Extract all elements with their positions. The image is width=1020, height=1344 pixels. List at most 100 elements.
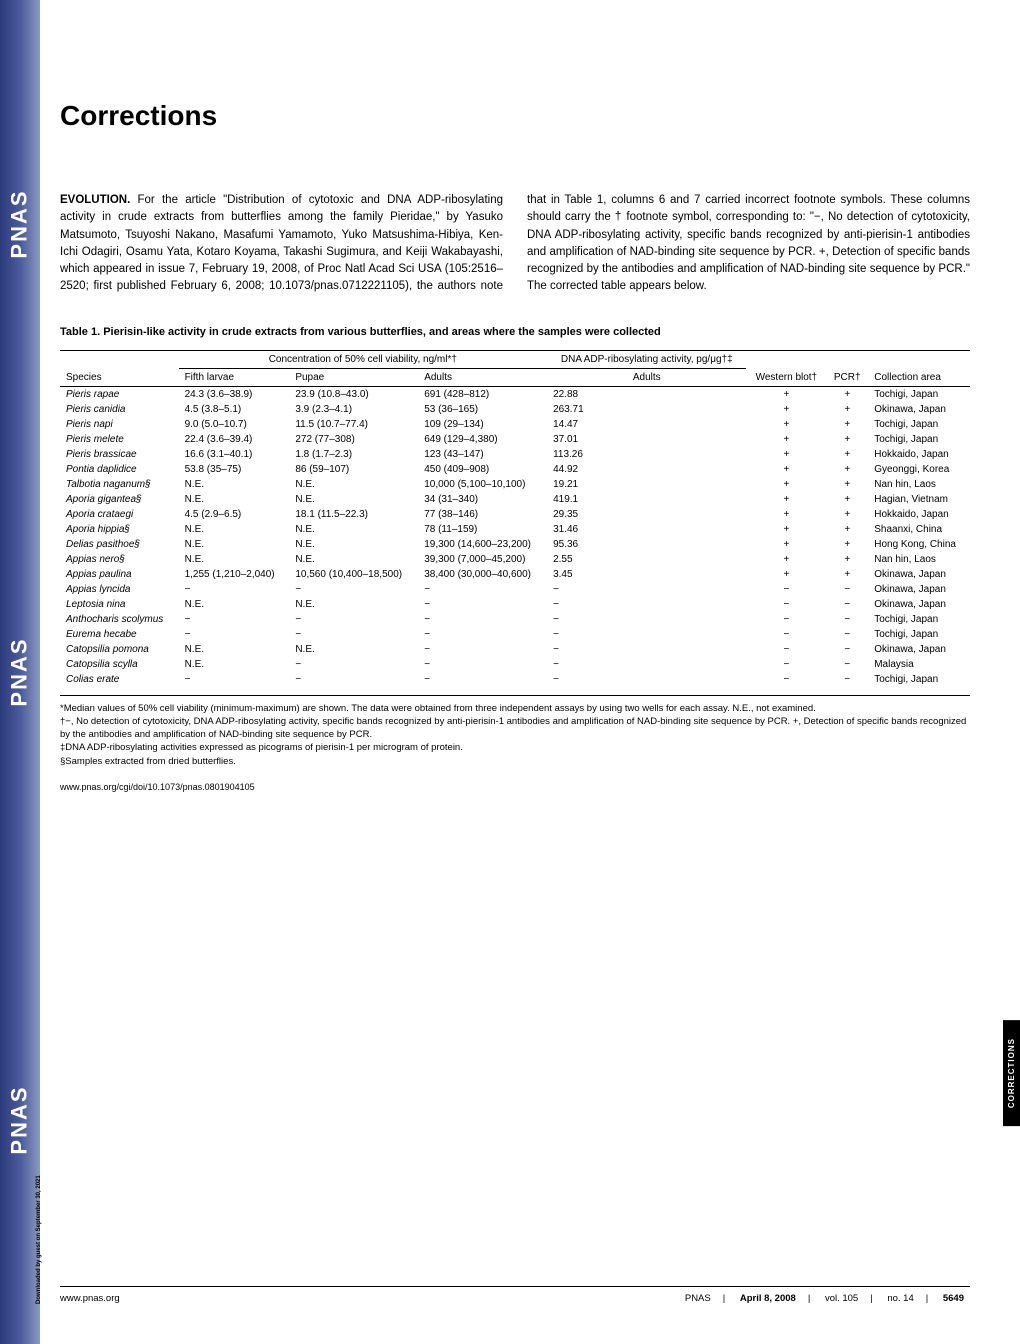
corrections-tab: CORRECTIONS (1003, 1020, 1020, 1126)
table-cell: − (746, 627, 826, 642)
table-cell: 34 (31–340) (418, 492, 547, 507)
table-cell: Okinawa, Japan (868, 597, 970, 612)
table-cell: − (418, 582, 547, 597)
table-cell: + (746, 507, 826, 522)
table-row: Appias paulina1,255 (1,210–2,040)10,560 … (60, 567, 970, 582)
table-cell: 263.71 (547, 402, 746, 417)
article-text: For the article "Distribution of cytotox… (60, 194, 970, 292)
pnas-logo: PNAS (7, 1085, 33, 1154)
table-cell: + (826, 432, 868, 447)
table-cell: Talbotia naganum§ (60, 477, 179, 492)
table-cell: Hong Kong, China (868, 537, 970, 552)
footnote: †−, No detection of cytotoxicity, DNA AD… (60, 715, 970, 742)
table-cell: 44.92 (547, 462, 746, 477)
table-cell: 19,300 (14,600–23,200) (418, 537, 547, 552)
footer-citation: PNAS| April 8, 2008| vol. 105| no. 14| 5… (679, 1293, 970, 1304)
table-cell: Shaanxi, China (868, 522, 970, 537)
table-cell: Okinawa, Japan (868, 582, 970, 597)
table-cell: − (826, 657, 868, 672)
table-title: Table 1. Pierisin-like activity in crude… (60, 326, 970, 338)
table-cell: − (418, 642, 547, 657)
table-row: Aporia hippia§N.E.N.E.78 (11–159)31.46++… (60, 522, 970, 537)
page-footer: www.pnas.org PNAS| April 8, 2008| vol. 1… (60, 1286, 970, 1304)
table-cell: − (826, 582, 868, 597)
table-cell: Aporia hippia§ (60, 522, 179, 537)
table-cell: − (289, 657, 418, 672)
table-cell: Colias erate (60, 672, 179, 687)
col-adults1: Adults (418, 368, 547, 386)
table-cell: Malaysia (868, 657, 970, 672)
doi-link[interactable]: www.pnas.org/cgi/doi/10.1073/pnas.080190… (60, 782, 970, 792)
table-cell: − (547, 657, 746, 672)
table-cell: N.E. (179, 477, 290, 492)
table-cell: N.E. (179, 657, 290, 672)
table-cell: Eurema hecabe (60, 627, 179, 642)
table-cell: Okinawa, Japan (868, 642, 970, 657)
table-cell: Tochigi, Japan (868, 612, 970, 627)
table-cell: Nan hin, Laos (868, 477, 970, 492)
table-cell: − (746, 672, 826, 687)
table-cell: Pieris brassicae (60, 447, 179, 462)
table-cell: − (418, 597, 547, 612)
table-cell: Aporia crataegi (60, 507, 179, 522)
table-cell: + (746, 447, 826, 462)
table-cell: − (826, 627, 868, 642)
table-cell: 123 (43–147) (418, 447, 547, 462)
table-cell: + (746, 537, 826, 552)
table-row: Eurema hecabe−−−−−−Tochigi, Japan (60, 627, 970, 642)
table-cell: 2.55 (547, 552, 746, 567)
table-cell: − (179, 612, 290, 627)
table-cell: + (826, 462, 868, 477)
table-cell: N.E. (179, 597, 290, 612)
table-row: Pieris canidia4.5 (3.8–5.1)3.9 (2.3–4.1)… (60, 402, 970, 417)
table-cell: − (289, 612, 418, 627)
table-cell: 29.35 (547, 507, 746, 522)
table-cell: N.E. (289, 552, 418, 567)
table-row: Anthocharis scolymus−−−−−−Tochigi, Japan (60, 612, 970, 627)
table-cell: 272 (77–308) (289, 432, 418, 447)
table-cell: N.E. (179, 642, 290, 657)
table-cell: − (547, 597, 746, 612)
table-cell: N.E. (289, 597, 418, 612)
table-cell: + (826, 402, 868, 417)
page-content: Corrections EVOLUTION. For the article "… (60, 0, 970, 792)
table-cell: − (547, 672, 746, 687)
table-cell: − (418, 612, 547, 627)
table-cell: 16.6 (3.1–40.1) (179, 447, 290, 462)
table-cell: + (746, 477, 826, 492)
article-body: EVOLUTION. For the article "Distribution… (60, 192, 970, 296)
table-cell: N.E. (179, 522, 290, 537)
table-cell: 4.5 (2.9–6.5) (179, 507, 290, 522)
table-cell: Pieris melete (60, 432, 179, 447)
table-cell: − (179, 582, 290, 597)
download-note: Downloaded by guest on September 30, 202… (36, 1175, 42, 1304)
table-cell: − (418, 672, 547, 687)
table-cell: 18.1 (11.5–22.3) (289, 507, 418, 522)
table-cell: 22.4 (3.6–39.4) (179, 432, 290, 447)
table-cell: Tochigi, Japan (868, 432, 970, 447)
table-cell: 78 (11–159) (418, 522, 547, 537)
table-cell: Pieris rapae (60, 386, 179, 402)
table-cell: 1,255 (1,210–2,040) (179, 567, 290, 582)
footer-url[interactable]: www.pnas.org (60, 1293, 120, 1304)
table-row: Aporia crataegi4.5 (2.9–6.5)18.1 (11.5–2… (60, 507, 970, 522)
table-cell: − (547, 612, 746, 627)
table-cell: N.E. (289, 522, 418, 537)
table-cell: + (826, 567, 868, 582)
pnas-logo: PNAS (7, 189, 33, 258)
table-cell: N.E. (289, 492, 418, 507)
table-row: Leptosia ninaN.E.N.E.−−−−Okinawa, Japan (60, 597, 970, 612)
table-cell: 24.3 (3.6–38.9) (179, 386, 290, 402)
footnote: *Median values of 50% cell viability (mi… (60, 702, 970, 715)
table-cell: − (826, 642, 868, 657)
table-cell: 10,000 (5,100–10,100) (418, 477, 547, 492)
table-cell: + (826, 386, 868, 402)
table-cell: + (746, 522, 826, 537)
table-cell: Pieris napi (60, 417, 179, 432)
footer-journal: PNAS (685, 1293, 711, 1304)
footer-vol: vol. 105 (825, 1293, 858, 1304)
table-cell: + (746, 492, 826, 507)
table-cell: − (826, 612, 868, 627)
table-row: Catopsilia scyllaN.E.−−−−−Malaysia (60, 657, 970, 672)
table-row: Pieris napi9.0 (5.0–10.7)11.5 (10.7–77.4… (60, 417, 970, 432)
